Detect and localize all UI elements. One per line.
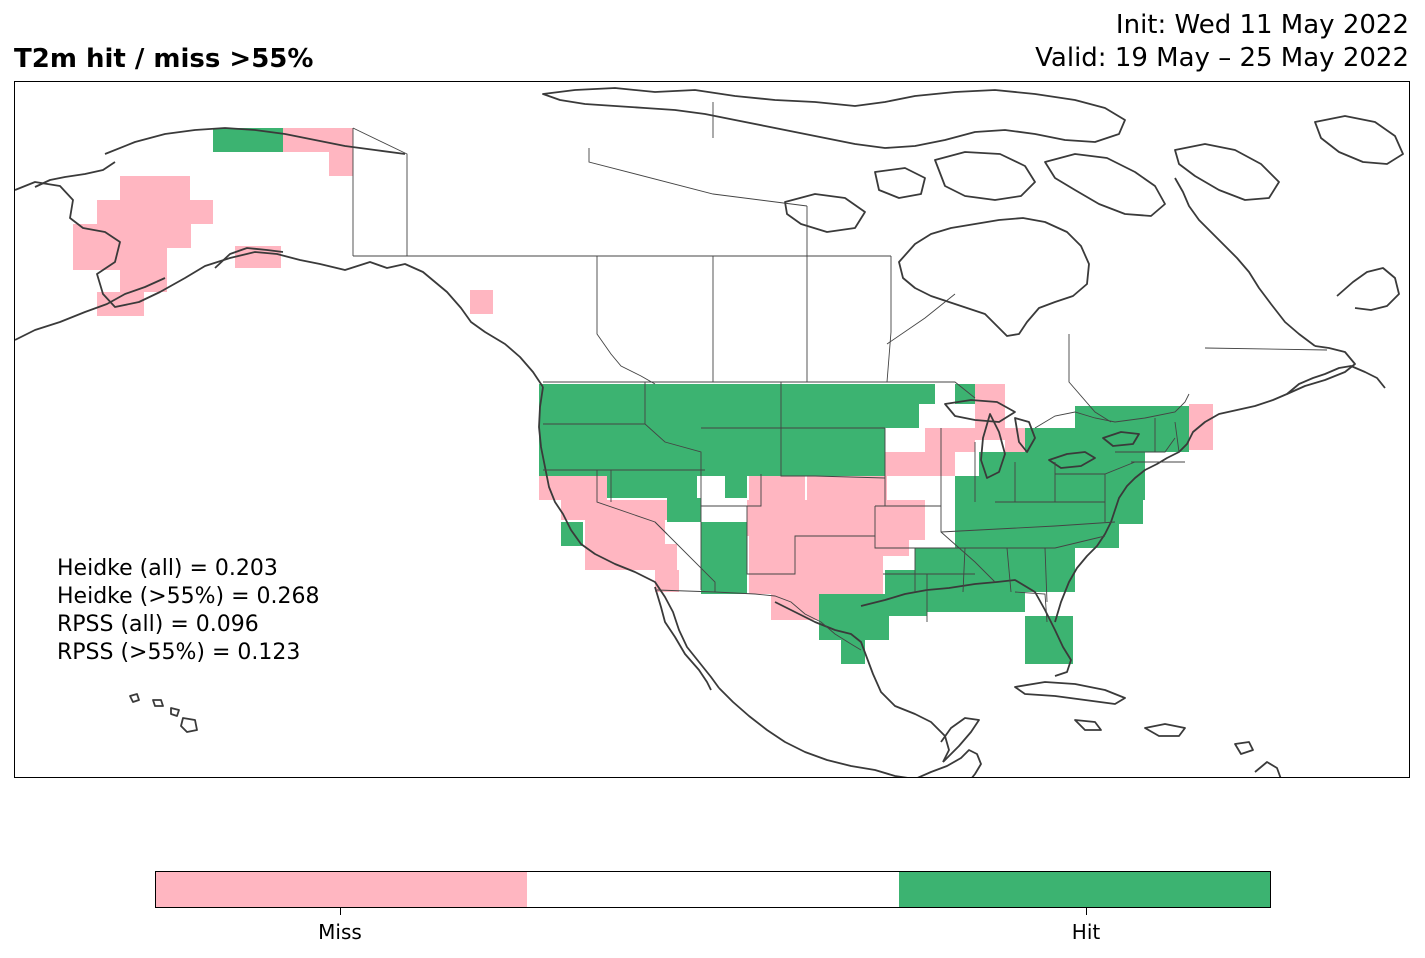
miss-cell	[73, 248, 167, 270]
hit-cell	[667, 498, 701, 522]
hit-cell	[1045, 548, 1075, 592]
hit-cell	[1165, 406, 1189, 452]
hit-cell	[955, 384, 977, 404]
miss-cell	[120, 270, 167, 292]
miss-cell	[561, 500, 667, 520]
colorbar-miss-segment	[156, 872, 528, 907]
miss-cell	[925, 428, 975, 452]
miss-cell	[190, 200, 213, 224]
colorbar-label-miss: Miss	[318, 920, 362, 944]
hit-cell	[1025, 616, 1073, 664]
init-date-label: Init: Wed 11 May 2022	[1115, 10, 1409, 40]
miss-cell	[120, 176, 190, 200]
hit-cell	[539, 428, 885, 452]
miss-cell	[235, 246, 281, 268]
miss-cell	[655, 570, 679, 592]
miss-cell	[470, 290, 493, 314]
heidke-55-score: Heidke (>55%) = 0.268	[57, 584, 320, 609]
colorbar-tick-miss	[340, 908, 341, 915]
heidke-all-score: Heidke (all) = 0.203	[57, 556, 278, 581]
hit-cell	[607, 476, 697, 498]
miss-cell	[1189, 404, 1213, 450]
hit-cell	[1075, 406, 1185, 428]
map-panel	[14, 81, 1410, 778]
miss-cell	[885, 452, 955, 476]
miss-cell	[73, 224, 191, 248]
rpss-55-score: RPSS (>55%) = 0.123	[57, 640, 301, 665]
valid-period-label: Valid: 19 May – 25 May 2022	[1035, 43, 1409, 73]
map-canvas	[15, 87, 1404, 777]
colorbar-neutral-segment	[527, 872, 899, 907]
skill-scores-panel: Heidke (all) = 0.203 Heidke (>55%) = 0.2…	[57, 555, 320, 667]
rpss-all-score: RPSS (all) = 0.096	[57, 612, 259, 637]
miss-cell	[97, 200, 191, 224]
map-title: T2m hit / miss >55%	[14, 44, 314, 74]
hit-cell	[1055, 452, 1145, 500]
hit-cell	[539, 452, 885, 476]
colorbar-hit-segment	[898, 872, 1270, 907]
miss-cell	[585, 544, 677, 570]
miss-cell	[749, 476, 805, 500]
colorbar-tick-hit	[1086, 908, 1087, 915]
hit-cell	[1119, 500, 1143, 524]
miss-cell	[885, 500, 925, 540]
colorbar-label-hit: Hit	[1071, 920, 1101, 944]
miss-cell	[975, 384, 1005, 440]
miss-cell	[807, 476, 887, 500]
hit-cell	[701, 522, 747, 594]
hit-cell	[539, 384, 935, 404]
miss-cell	[747, 500, 819, 536]
colorbar	[155, 871, 1271, 908]
political-borders	[352, 102, 1328, 651]
hit-cell	[725, 476, 747, 498]
coastlines	[15, 87, 1404, 777]
miss-cell	[585, 520, 665, 544]
miss-cell	[329, 152, 353, 176]
